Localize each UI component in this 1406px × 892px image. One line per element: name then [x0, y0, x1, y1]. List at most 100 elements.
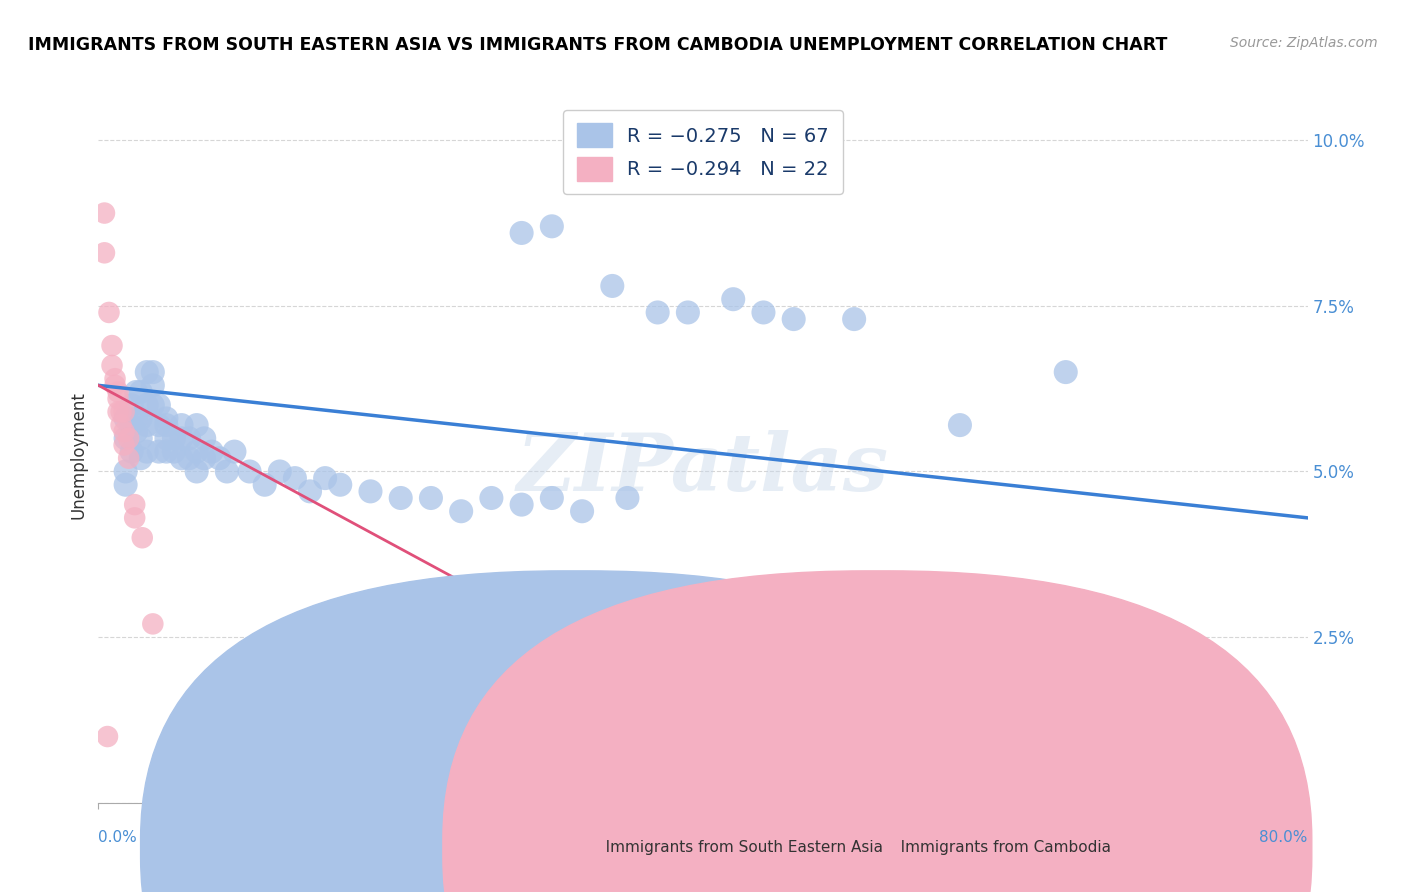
Y-axis label: Unemployment: Unemployment [69, 391, 87, 519]
Point [124, 498, 146, 512]
Point [170, 418, 193, 433]
Point [616, 491, 638, 505]
Point [107, 405, 129, 419]
Point [104, 378, 127, 392]
Point [93, 206, 115, 220]
Point [155, 431, 177, 445]
Text: IMMIGRANTS FROM SOUTH EASTERN ASIA VS IMMIGRANTS FROM CAMBODIA UNEMPLOYMENT CORR: IMMIGRANTS FROM SOUTH EASTERN ASIA VS IM… [28, 36, 1167, 54]
Point [481, 491, 503, 505]
Point [224, 444, 246, 458]
Point [112, 405, 135, 419]
Point [110, 405, 132, 419]
Point [142, 398, 165, 412]
Point [135, 444, 157, 458]
Point [155, 411, 177, 425]
Point [121, 444, 143, 458]
Point [148, 398, 170, 412]
Point [129, 431, 152, 445]
Point [602, 279, 624, 293]
Point [284, 471, 307, 485]
Point [170, 431, 193, 445]
Point [540, 491, 562, 505]
Point [360, 484, 382, 499]
Point [170, 451, 193, 466]
Point [98, 305, 121, 319]
Point [121, 418, 143, 433]
Point [118, 431, 141, 445]
Point [163, 444, 186, 458]
Point [148, 444, 170, 458]
Point [239, 465, 262, 479]
Point [121, 398, 143, 412]
Point [163, 431, 186, 445]
Point [177, 431, 201, 445]
Point [135, 418, 157, 433]
Point [107, 392, 129, 406]
Point [253, 477, 276, 491]
Point [193, 451, 215, 466]
Point [107, 384, 129, 399]
Point [96, 730, 118, 744]
Point [142, 378, 165, 392]
Point [125, 384, 148, 399]
Point [186, 465, 208, 479]
Text: Immigrants from Cambodia: Immigrants from Cambodia [886, 840, 1111, 855]
Text: Source: ZipAtlas.com: Source: ZipAtlas.com [1230, 36, 1378, 50]
Point [114, 431, 136, 445]
Text: 0.0%: 0.0% [98, 830, 138, 845]
Point [155, 418, 177, 433]
Point [329, 477, 352, 491]
Text: Immigrants from South Eastern Asia: Immigrants from South Eastern Asia [591, 840, 883, 855]
Point [208, 451, 231, 466]
Point [129, 384, 152, 399]
Point [721, 292, 744, 306]
Point [215, 465, 238, 479]
Text: ZIPatlas: ZIPatlas [517, 430, 889, 508]
Point [112, 438, 135, 452]
Point [177, 451, 201, 466]
Point [193, 431, 215, 445]
Point [114, 411, 136, 425]
Point [676, 305, 699, 319]
Point [135, 398, 157, 412]
Point [101, 359, 124, 373]
Point [148, 418, 170, 433]
Point [125, 425, 148, 439]
Point [112, 425, 135, 439]
Point [201, 444, 224, 458]
Point [450, 504, 472, 518]
Point [1220, 676, 1243, 690]
Point [782, 312, 804, 326]
Point [142, 616, 165, 631]
Point [647, 305, 669, 319]
Point [510, 226, 533, 240]
Point [155, 444, 177, 458]
Point [129, 451, 152, 466]
Point [269, 465, 291, 479]
Point [540, 219, 562, 234]
Point [949, 418, 972, 433]
Point [93, 245, 115, 260]
Point [118, 451, 141, 466]
Point [299, 484, 322, 499]
Point [314, 471, 336, 485]
Point [114, 465, 136, 479]
Point [186, 444, 208, 458]
Point [571, 504, 593, 518]
Point [419, 491, 441, 505]
Point [124, 511, 146, 525]
Point [1054, 365, 1077, 379]
Point [510, 498, 533, 512]
Point [844, 312, 866, 326]
Point [131, 531, 153, 545]
Point [142, 365, 165, 379]
Point [752, 305, 775, 319]
Point [101, 338, 124, 352]
Point [135, 365, 157, 379]
Point [129, 411, 152, 425]
Point [110, 418, 132, 433]
Point [114, 477, 136, 491]
Point [389, 491, 412, 505]
Legend: R = −0.275   N = 67, R = −0.294   N = 22: R = −0.275 N = 67, R = −0.294 N = 22 [564, 110, 842, 194]
Point [186, 418, 208, 433]
